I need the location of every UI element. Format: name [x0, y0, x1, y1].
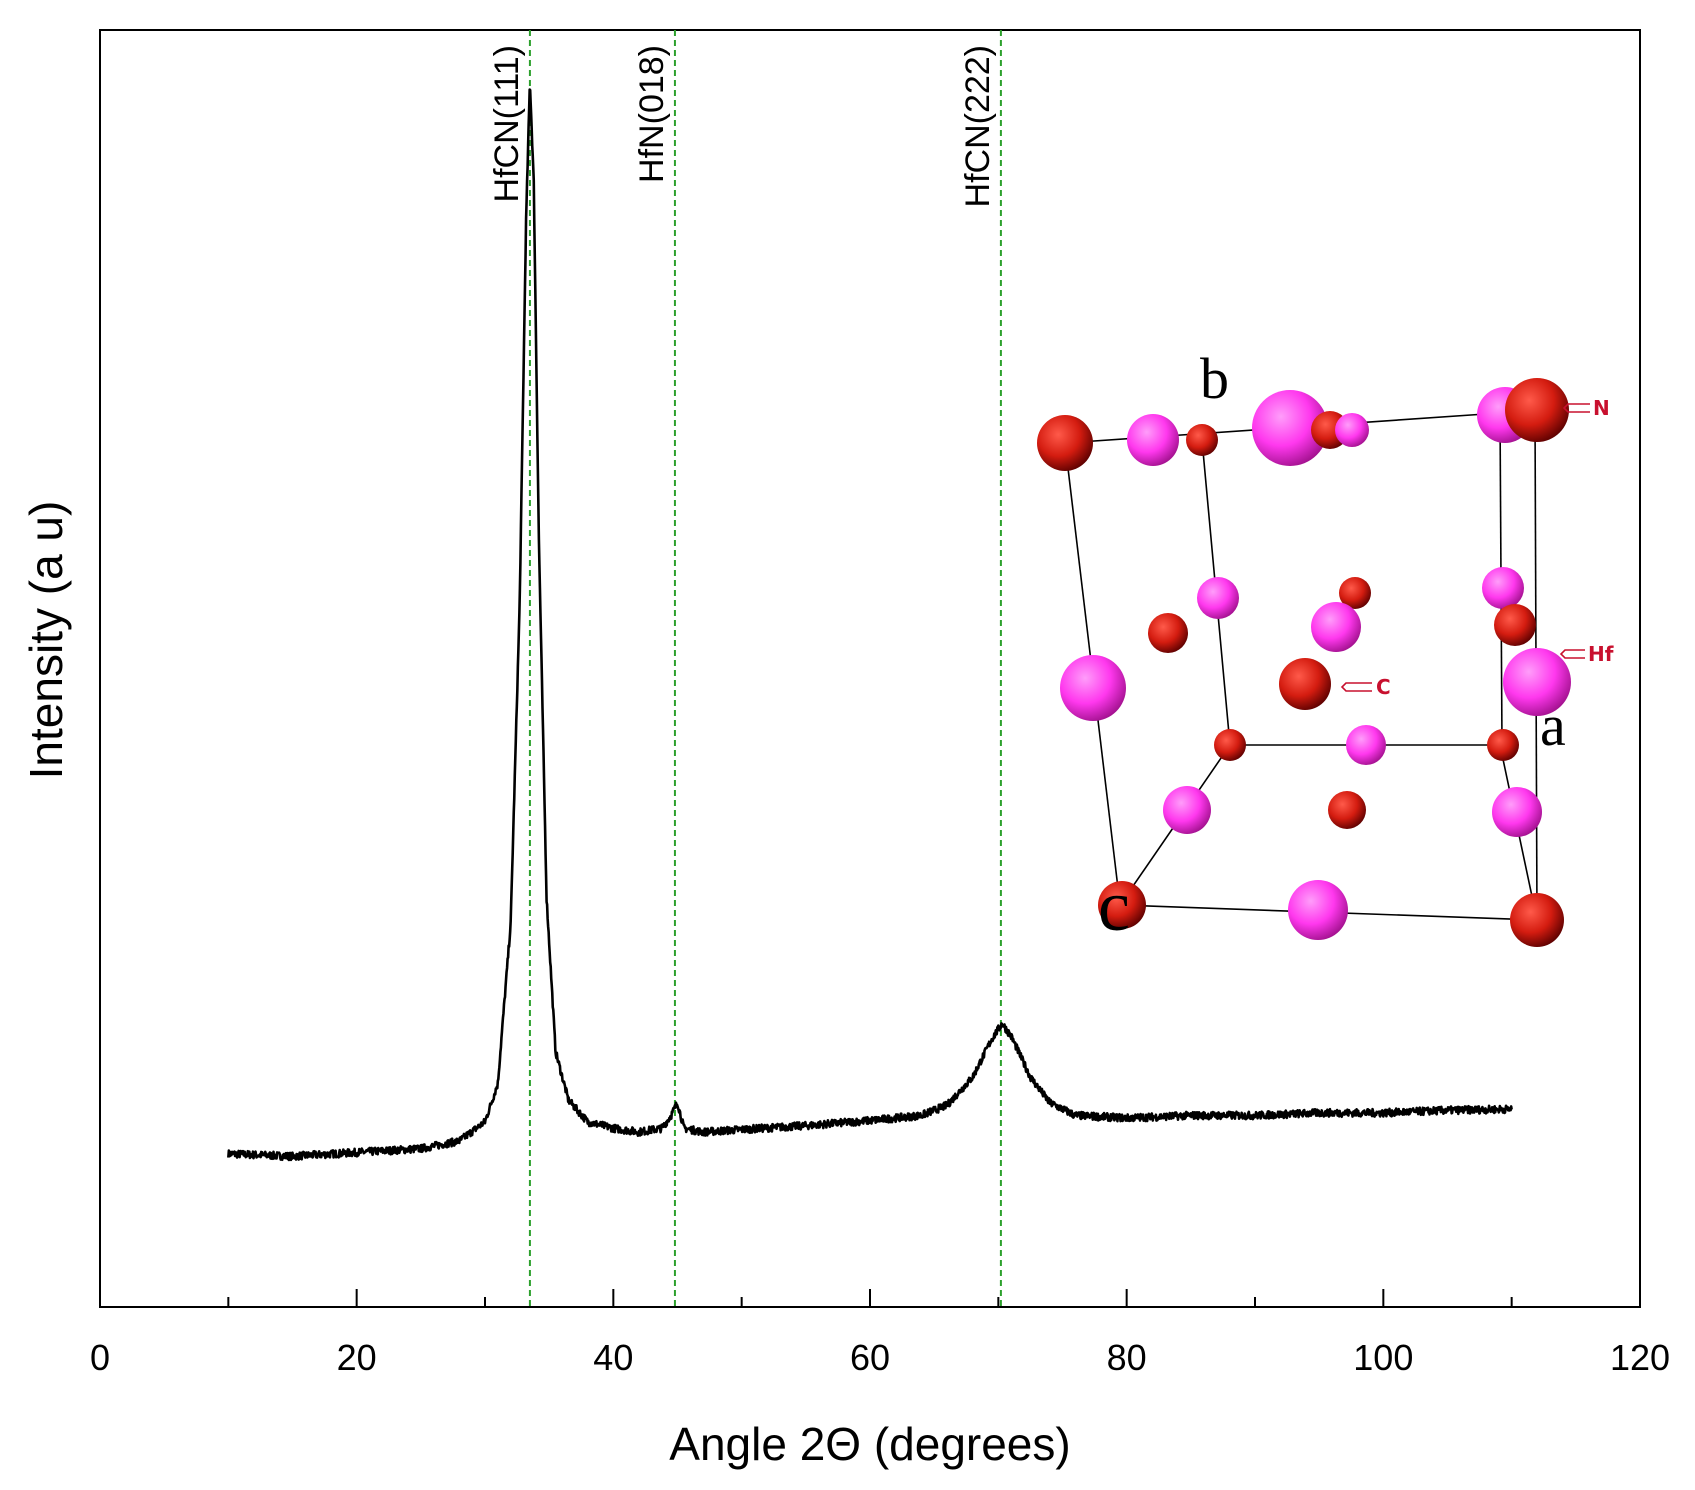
atom-red-sphere [1098, 881, 1146, 929]
atom-red-sphere [1328, 791, 1366, 829]
x-tick-label: 100 [1353, 1337, 1413, 1378]
arrow-pointer-n [1562, 403, 1590, 413]
atom-pink-sphere [1492, 787, 1542, 837]
peak-marker-label: HfN(018) [633, 45, 671, 183]
crystal-structure-inset: b a c N Hf C [1037, 346, 1614, 947]
atom-red-sphere [1494, 604, 1536, 646]
atom-pink-sphere [1288, 880, 1348, 940]
atom-red-sphere [1487, 729, 1519, 761]
y-axis-label: Intensity (a u) [20, 501, 72, 780]
atom-pink-sphere [1127, 414, 1179, 466]
x-tick-label: 20 [337, 1337, 377, 1378]
axis-label-c: c [1098, 866, 1130, 946]
atom-red-sphere [1510, 893, 1564, 947]
peak-markers: HfCN(111) HfN(018) HfCN(222) [488, 30, 1002, 1307]
x-tick-label: 80 [1107, 1337, 1147, 1378]
arrow-pointer-c [1340, 682, 1372, 692]
atom-label-n: N [1593, 396, 1610, 420]
x-tick-label: 0 [90, 1337, 110, 1378]
atom-label-c: C [1376, 675, 1391, 699]
x-tick-label: 120 [1610, 1337, 1670, 1378]
atom-pink-sphere [1482, 567, 1524, 609]
atom-label-hf: Hf [1588, 642, 1614, 666]
xrd-series-line [227, 88, 1513, 1162]
atom-pink-sphere [1163, 786, 1211, 834]
x-axis-label: Angle 2Θ (degrees) [669, 1418, 1070, 1470]
atom-red-sphere [1339, 577, 1371, 609]
atom-pink-sphere [1335, 413, 1369, 447]
arrow-pointer-hf [1559, 649, 1585, 659]
atom-red-sphere [1279, 658, 1331, 710]
x-tick-label: 60 [850, 1337, 890, 1378]
atom-red-sphere [1505, 378, 1569, 442]
atom-pink-sphere [1311, 602, 1361, 652]
atom-red-sphere [1214, 729, 1246, 761]
atom-pink-sphere [1060, 655, 1126, 721]
atom-pink-sphere [1346, 725, 1386, 765]
atom-pink-sphere [1503, 648, 1571, 716]
atom-red-sphere [1186, 424, 1218, 456]
axis-label-b: b [1200, 346, 1229, 411]
atom-pink-sphere [1252, 390, 1328, 466]
axis-label-a: a [1540, 693, 1566, 758]
x-tick-label: 40 [593, 1337, 633, 1378]
atom-pink-sphere [1197, 577, 1239, 619]
atom-red-sphere [1148, 613, 1188, 653]
atom-red-sphere [1037, 415, 1093, 471]
x-axis-ticks: 0 20 40 60 80 100 120 [90, 1289, 1670, 1378]
peak-marker-label: HfCN(222) [959, 45, 997, 207]
atoms [1037, 378, 1571, 947]
peak-marker-label: HfCN(111) [488, 45, 526, 202]
